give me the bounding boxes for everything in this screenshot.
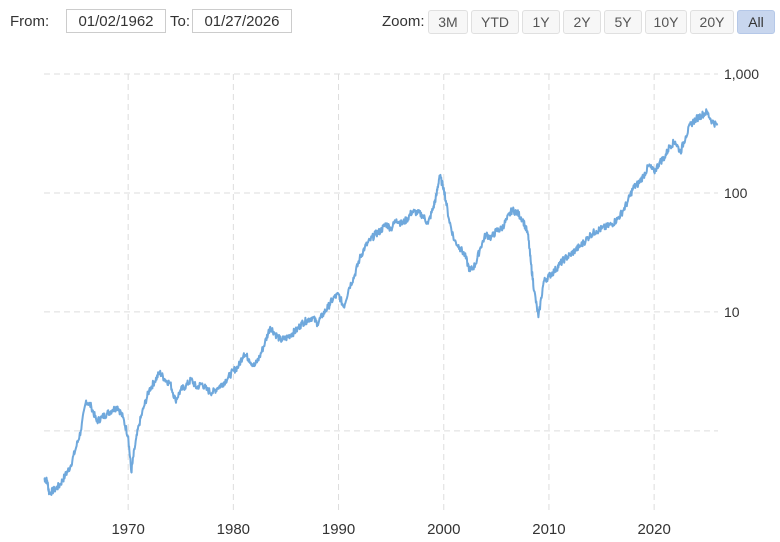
zoom-button-ytd[interactable]: YTD (471, 10, 519, 34)
zoom-button-2y[interactable]: 2Y (563, 10, 601, 34)
zoom-button-5y[interactable]: 5Y (604, 10, 642, 34)
y-tick-label: 100 (724, 185, 748, 201)
zoom-button-1y[interactable]: 1Y (522, 10, 560, 34)
y-tick-label: 10 (724, 304, 740, 320)
grid (44, 73, 718, 514)
from-label: From: (10, 13, 50, 30)
price-chart: 10 100 1,000 1970 1980 1990 2000 2010 2020 (43, 66, 759, 538)
x-axis: 1970 1980 1990 2000 2010 2020 (111, 521, 670, 538)
zoom-label: Zoom: (382, 13, 425, 30)
x-tick-label: 2000 (427, 521, 460, 538)
zoom-button-all[interactable]: All (737, 10, 775, 34)
to-label: To: (170, 13, 191, 30)
x-tick-label: 1970 (111, 521, 144, 538)
from-date-input[interactable] (66, 9, 166, 33)
y-tick-label: 1,000 (724, 66, 759, 82)
to-date-input[interactable] (192, 9, 292, 33)
toolbar: From: To: Zoom: 3M YTD 1Y 2Y 5Y 10Y 20Y … (0, 0, 780, 44)
x-tick-label: 1990 (322, 521, 355, 538)
zoom-button-20y[interactable]: 20Y (690, 10, 734, 34)
zoom-button-10y[interactable]: 10Y (645, 10, 687, 34)
zoom-button-3m[interactable]: 3M (428, 10, 468, 34)
price-series-line (43, 108, 719, 496)
x-tick-label: 2010 (532, 521, 565, 538)
x-tick-label: 2020 (637, 521, 670, 538)
y-axis: 10 100 1,000 (724, 66, 759, 320)
x-tick-label: 1980 (217, 521, 250, 538)
